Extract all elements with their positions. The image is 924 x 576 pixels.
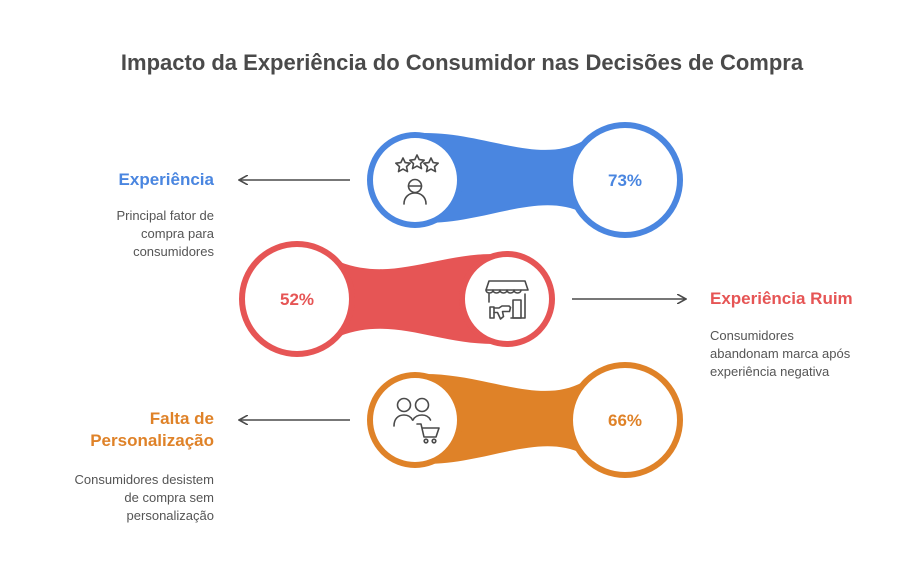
description-line: Principal fator de — [116, 208, 214, 223]
users-shopping-cart-icon — [393, 397, 440, 444]
heading-experiencia-ruim: Experiência Ruim — [710, 289, 853, 308]
description-line: de compra sem — [124, 490, 214, 505]
stars-rating-person-icon — [395, 154, 439, 205]
connector-shape-red — [340, 254, 493, 344]
heading-experiencia: Experiência — [118, 170, 214, 189]
value-circle-red — [239, 241, 355, 357]
row-experiencia-ruim: 52% — [239, 241, 555, 357]
description-line: Consumidores — [710, 328, 794, 343]
row-falta-personalizacao: 66% — [367, 362, 683, 478]
description-line: abandonam marca após — [710, 346, 851, 361]
heading-line: Personalização — [90, 431, 214, 450]
heading-falta-personalizacao: Falta de Personalização — [40, 408, 214, 452]
value-circle-orange — [567, 362, 683, 478]
description-line: compra para — [141, 226, 214, 241]
description-falta-personalizacao: Consumidores desistem de compra sem pers… — [20, 471, 214, 525]
connector-shape-orange — [425, 374, 583, 464]
value-label-experiencia-ruim: 52% — [280, 290, 314, 309]
value-label-experiencia: 73% — [608, 171, 642, 190]
heading-line: Falta de — [149, 409, 214, 428]
description-experiencia: Principal fator de compra para consumido… — [40, 207, 214, 261]
description-line: Consumidores desistem — [74, 472, 214, 487]
connector-shape-blue — [425, 133, 583, 223]
icon-circle-orange — [367, 372, 463, 468]
description-line: experiência negativa — [710, 364, 830, 379]
description-experiencia-ruim: Consumidores abandonam marca após experi… — [710, 327, 910, 381]
icon-circle-red — [459, 251, 555, 347]
description-line: personalização — [126, 508, 214, 523]
page-title: Impacto da Experiência do Consumidor nas… — [120, 50, 804, 75]
store-thumbs-down-icon — [485, 280, 529, 320]
row-experiencia: 73% — [367, 122, 683, 238]
description-line: consumidores — [133, 244, 214, 259]
value-circle-blue — [567, 122, 683, 238]
value-label-falta-personalizacao: 66% — [608, 411, 642, 430]
